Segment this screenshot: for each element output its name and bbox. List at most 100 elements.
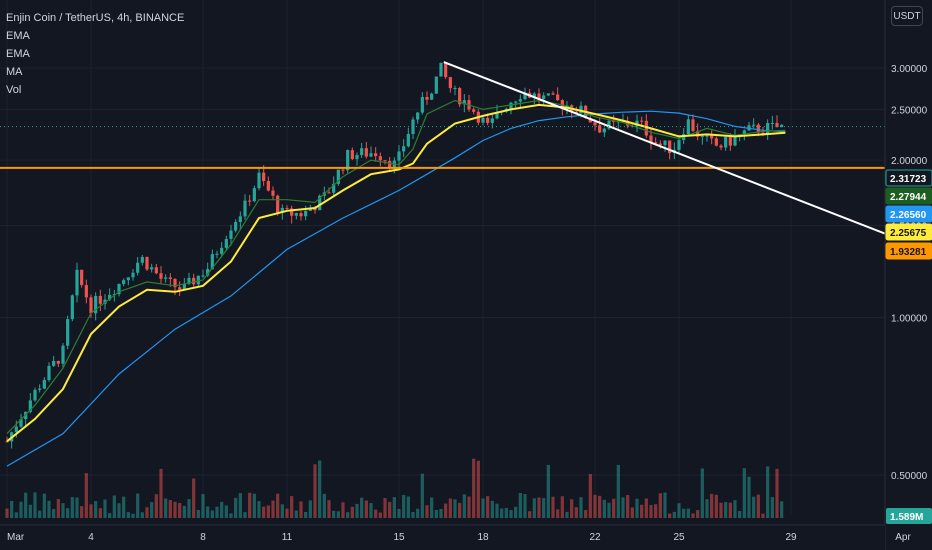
volume-bar [248,492,252,518]
volume-bar [126,512,130,518]
volume-bar [677,503,681,518]
candle-body [402,146,406,152]
price-label-box [885,242,932,260]
candle-body [206,269,210,276]
candle-body [285,207,289,209]
indicator-ema-fast-label[interactable]: EMA [6,30,30,42]
volume-bar [42,493,46,518]
candle-body [663,140,667,146]
candle-body [458,88,462,105]
volume-bar [154,494,158,518]
volume-bar [210,510,214,518]
volume-bar [467,496,471,518]
volume-bar [164,498,168,518]
symbol-title: Enjin Coin / TetherUS, 4h, BINANCE [6,12,185,24]
candle-body [252,188,256,202]
volume-bar [420,473,424,518]
volume-bar [229,513,233,518]
grid-lines [0,0,904,515]
candle-body [168,277,172,279]
candle-body [14,426,18,433]
candle-body [462,100,466,105]
currency-button[interactable]: USDT [891,6,923,26]
price-tick-label: 1.00000 [891,314,928,325]
volume-bar [570,499,574,518]
candle-body [299,213,303,217]
candle-body [47,365,51,380]
time-tick-label: Mar [7,532,25,543]
candle-body [481,117,485,123]
candle-body [355,155,359,160]
candle-body [434,76,438,94]
volume-bar [313,464,317,518]
candle-body [131,272,135,278]
volume-bar [434,509,438,518]
volume-bar [453,499,457,518]
volume-bar [598,495,602,518]
price-tick-label: 3.00000 [891,64,928,75]
volume-bar [686,508,690,518]
ema-slow-line [6,103,786,443]
volume-bar [94,501,98,518]
candle-body [696,130,700,137]
volume-bar [364,500,368,518]
candle-body [420,97,424,113]
candle-body [495,112,499,119]
volume-bar [654,504,658,518]
volume-bar [766,466,770,518]
time-tick-label: Apr [895,532,911,543]
volume-bar [145,507,149,518]
candle-body [439,62,443,77]
volume-bar [159,468,163,518]
volume-bar [640,504,644,518]
drawings [0,61,893,238]
volume-bar [33,492,37,518]
volume-bar [425,505,429,518]
volume-bar [644,498,648,518]
indicator-ema-slow-label[interactable]: EMA [6,48,30,60]
time-tick-label: 18 [477,532,489,543]
volume-bar [140,512,144,518]
candle-body [196,275,200,285]
volume-bar [635,498,639,518]
volume-bar [98,508,102,518]
volume-bar [47,500,51,518]
volume-bar [747,476,751,518]
volume-bar [607,502,611,518]
candle-body [742,130,746,135]
volume-bar [672,511,676,518]
indicator-ma-label[interactable]: MA [6,66,23,78]
volume-bar [649,505,653,518]
candle-body [360,148,364,156]
volume-label-box [886,508,932,524]
time-tick-label: 4 [88,532,94,543]
price-label-text: 2.25675 [890,228,927,239]
candle-body [126,277,130,281]
candle-body [215,253,219,255]
ema-fast-line [6,99,786,435]
volume-bar [551,496,555,518]
volume-bar [178,502,182,518]
volume-bar [724,502,728,518]
candle-body [210,254,214,270]
indicator-lines [6,99,786,467]
volume-bar [700,468,704,518]
volume-bar [691,513,695,518]
volume-bar [462,494,466,518]
candle-body [593,122,597,126]
candle-body [710,135,714,139]
volume-bar [528,511,532,518]
volume-bar [658,493,662,518]
candle-body [350,150,354,160]
candle-body [271,190,275,196]
price-axis[interactable]: 3.000002.500002.000001.500001.000000.500… [884,0,932,550]
time-axis[interactable]: Mar 4 8 11 15 18 22 25 29 Apr [0,524,911,550]
indicator-volume-label[interactable]: Vol [6,84,22,96]
candle-body [406,133,410,147]
volume-bar [150,502,154,518]
volume-bar [481,498,485,518]
candle-body [98,295,102,304]
volume-bar [103,499,107,518]
volume-bar [616,464,620,518]
